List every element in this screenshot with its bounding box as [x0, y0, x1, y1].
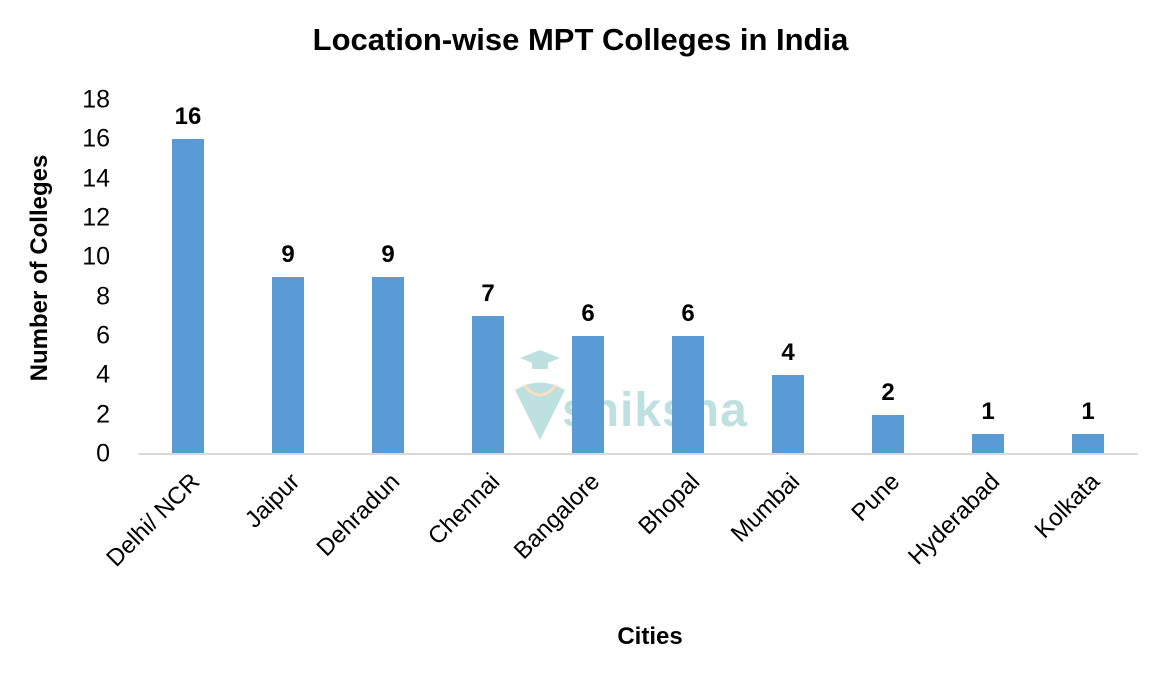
x-tick-label: Delhi/ NCR	[101, 468, 206, 573]
y-tick-label: 16	[82, 124, 110, 153]
data-label: 6	[581, 300, 595, 327]
x-tick-label: Bhopal	[633, 468, 706, 541]
x-tick-label: Pune	[846, 468, 906, 527]
x-tick-label: Dehradun	[311, 468, 406, 562]
data-label: 2	[881, 378, 895, 406]
x-tick-label: Bangalore	[508, 468, 606, 565]
bar	[1072, 434, 1104, 454]
bar	[772, 375, 804, 454]
data-label: 9	[381, 241, 395, 268]
y-tick-label: 4	[96, 360, 110, 389]
data-label: 4	[781, 339, 795, 367]
y-tick-label: 2	[96, 400, 110, 429]
y-tick-label: 10	[82, 242, 110, 271]
data-label: 16	[174, 103, 202, 131]
bar	[172, 139, 204, 454]
y-tick-label: 0	[96, 439, 110, 468]
y-tick-label: 18	[82, 85, 110, 114]
bar	[872, 414, 904, 454]
data-label: 1	[981, 398, 995, 426]
bar	[572, 336, 604, 454]
y-tick-label: 6	[96, 321, 110, 350]
x-tick-label: Chennai	[422, 468, 506, 551]
x-axis-line	[138, 453, 1138, 455]
y-tick-label: 12	[82, 203, 110, 232]
y-tick-label: 14	[82, 164, 110, 193]
data-label: 9	[281, 241, 295, 268]
x-tick-label: Kolkata	[1029, 468, 1106, 544]
shiksha-logo-icon	[515, 350, 565, 440]
y-tick-label: 8	[96, 282, 110, 311]
x-tick-label: Jaipur	[239, 468, 306, 534]
bar	[472, 316, 504, 454]
bar	[372, 277, 404, 454]
x-tick-label: Mumbai	[725, 468, 806, 548]
chart-title: Location-wise MPT Colleges in India	[312, 22, 849, 57]
bar	[672, 336, 704, 454]
bar	[272, 277, 304, 454]
data-label: 1	[1081, 398, 1095, 426]
data-label: 6	[681, 300, 695, 327]
bar	[972, 434, 1004, 454]
data-label: 7	[481, 280, 495, 308]
x-axis-label: Cities	[617, 623, 683, 650]
x-tick-label: Hyderabad	[903, 468, 1006, 571]
